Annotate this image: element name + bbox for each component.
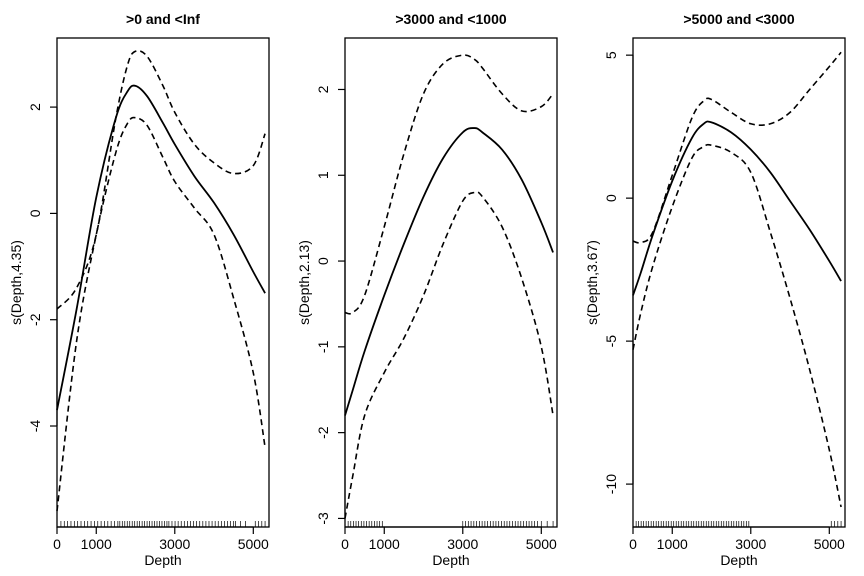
smooth-fit-line [56,84,266,411]
y-tick-label: 0 [603,194,619,202]
y-tick-label: -10 [603,474,619,494]
x-tick-label: 1000 [369,536,400,552]
x-tick-label: 5000 [814,536,845,552]
x-tick-label: 3000 [735,536,766,552]
y-tick-label: -2 [27,313,43,326]
smooth-fit-line [344,127,554,416]
y-tick-label: 1 [315,171,331,179]
y-tick-label: -4 [27,420,43,433]
plot-frame [56,37,270,528]
y-tick-label: 2 [315,85,331,93]
chart-panel-3: >5000 and <3000 0 1000 3000 5000 Depth -10 -5 0 5… [584,11,846,568]
y-tick-label: 0 [315,257,331,265]
x-tick-label: 0 [341,536,349,552]
y-tick-label: -1 [315,340,331,353]
y-axis-label: s(Depth,4.35) [8,240,24,325]
x-tick-label: 3000 [447,536,478,552]
confidence-lower-line [632,143,842,508]
confidence-upper-line [344,54,554,315]
confidence-upper-line [56,49,266,310]
x-tick-label: 1000 [657,536,688,552]
chart-panel-1: >0 and <Inf 0 1000 3000 5000 Depth -4 -2 0 2 s(Dep… [8,11,270,568]
x-tick-label: 0 [629,536,637,552]
confidence-lower-line [56,116,266,512]
rug-marks [347,521,554,527]
smooth-fit-line [632,120,842,296]
y-tick-label: 5 [603,51,619,59]
x-tick-label: 0 [53,536,61,552]
x-tick-label: 5000 [526,536,557,552]
x-tick-label: 1000 [81,536,112,552]
y-axis-label: s(Depth,3.67) [584,240,600,325]
panel-title: >3000 and <1000 [395,11,507,27]
confidence-lower-line [344,191,554,519]
chart-panel-2: >3000 and <1000 0 1000 3000 5000 Depth -3 -2 -1 0… [296,11,558,568]
x-axis-label: Depth [432,552,469,568]
y-axis-label: s(Depth,2.13) [296,240,312,325]
confidence-upper-line [632,51,842,244]
x-tick-label: 3000 [159,536,190,552]
plot-frame [632,37,846,528]
y-tick-label: -2 [315,426,331,439]
panel-title: >5000 and <3000 [683,11,795,27]
y-tick-label: -3 [315,512,331,525]
x-axis-label: Depth [720,552,757,568]
y-tick-label: 2 [27,103,43,111]
rug-marks [635,521,842,527]
x-tick-label: 5000 [238,536,269,552]
rug-marks [60,521,266,527]
y-tick-label: -5 [603,335,619,348]
panel-title: >0 and <Inf [126,11,200,27]
x-axis-label: Depth [144,552,181,568]
y-tick-label: 0 [27,209,43,217]
